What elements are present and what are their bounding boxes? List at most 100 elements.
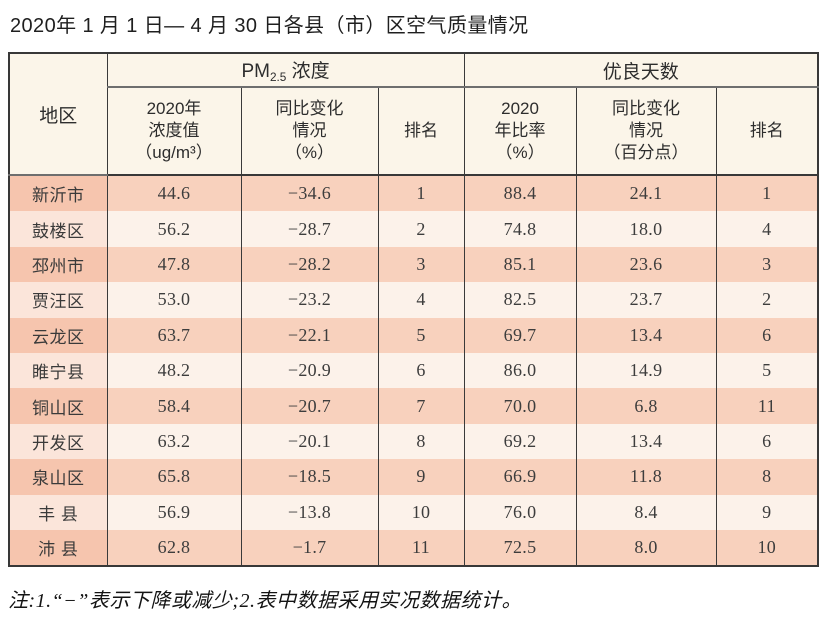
cell-good-change: 13.4 [575, 423, 717, 460]
cell-pm-value: 63.2 [106, 423, 242, 460]
cell-pm-rank: 2 [377, 211, 465, 247]
cell-good-rank: 5 [715, 352, 819, 389]
cell-good-rank: 6 [715, 423, 819, 460]
cell-good-change: 18.0 [575, 211, 717, 247]
cell-good-change: 24.1 [575, 175, 717, 212]
cell-pm-rank: 10 [377, 494, 465, 530]
table-row: 丰 县 56.9 −13.8 10 76.0 8.4 9 [8, 494, 819, 530]
cell-pm-rank: 6 [377, 352, 465, 389]
cell-pm-value: 44.6 [106, 175, 242, 212]
table-row: 沛 县 62.8 −1.7 11 72.5 8.0 10 [8, 529, 819, 567]
cell-good-rank: 9 [715, 494, 819, 530]
table-row: 新沂市 44.6 −34.6 1 88.4 24.1 1 [8, 175, 819, 212]
page-title: 2020年 1 月 1 日— 4 月 30 日各县（市）区空气质量情况 [10, 15, 529, 37]
footnote: 注:1.“−”表示下降或减少;2.表中数据采用实况数据统计。 [8, 590, 523, 613]
cell-good-change: 14.9 [575, 352, 717, 389]
cell-good-rank: 6 [715, 317, 819, 353]
col-header-pm-value: 2020年 浓度值 （ug/m³） [106, 87, 242, 176]
cell-good-change: 6.8 [575, 388, 717, 424]
group-header-good-days: 优良天数 [463, 53, 819, 88]
table-row: 邳州市 47.8 −28.2 3 85.1 23.6 3 [8, 246, 819, 283]
pm25-subscript: 2.5 [269, 71, 287, 85]
cell-good-rate: 76.0 [463, 494, 577, 530]
table-row: 泉山区 65.8 −18.5 9 66.9 11.8 8 [8, 459, 819, 495]
table-row: 云龙区 63.7 −22.1 5 69.7 13.4 6 [8, 317, 819, 353]
cell-good-rate: 70.0 [463, 388, 577, 424]
table-header: 地区 PM2.5 浓度 优良天数 2020年 浓度值 （ug/m³） 同比变化 … [8, 53, 819, 176]
cell-pm-change: −23.2 [240, 282, 379, 318]
cell-good-rank: 2 [715, 282, 819, 318]
table-row: 睢宁县 48.2 −20.9 6 86.0 14.9 5 [8, 352, 819, 389]
cell-pm-change: −22.1 [240, 317, 379, 353]
cell-pm-change: −20.9 [240, 352, 379, 389]
cell-good-rank: 8 [715, 459, 819, 495]
cell-good-rank: 4 [715, 211, 819, 247]
cell-region: 丰 县 [8, 494, 108, 530]
col-header-good-rank: 排名 [715, 87, 819, 176]
table-row: 开发区 63.2 −20.1 8 69.2 13.4 6 [8, 423, 819, 460]
cell-pm-rank: 11 [377, 529, 465, 567]
group-header-pm25: PM2.5 浓度 [106, 53, 465, 88]
col-header-good-rate: 2020 年比率 （%） [463, 87, 577, 176]
cell-good-rank: 10 [715, 529, 819, 567]
cell-good-rate: 74.8 [463, 211, 577, 247]
cell-good-rate: 82.5 [463, 282, 577, 318]
cell-good-rate: 85.1 [463, 246, 577, 283]
cell-pm-rank: 1 [377, 175, 465, 212]
cell-good-rate: 69.2 [463, 423, 577, 460]
cell-region: 开发区 [8, 423, 108, 460]
cell-pm-change: −13.8 [240, 494, 379, 530]
cell-pm-value: 63.7 [106, 317, 242, 353]
cell-pm-value: 47.8 [106, 246, 242, 283]
cell-pm-rank: 3 [377, 246, 465, 283]
cell-good-rate: 86.0 [463, 352, 577, 389]
cell-pm-value: 53.0 [106, 282, 242, 318]
cell-region: 邳州市 [8, 246, 108, 283]
cell-pm-change: −1.7 [240, 529, 379, 567]
cell-pm-change: −28.7 [240, 211, 379, 247]
cell-pm-change: −28.2 [240, 246, 379, 283]
col-header-good-change: 同比变化 情况 （百分点） [575, 87, 717, 176]
air-quality-table: 地区 PM2.5 浓度 优良天数 2020年 浓度值 （ug/m³） 同比变化 … [8, 52, 820, 568]
cell-pm-rank: 9 [377, 459, 465, 495]
cell-good-change: 13.4 [575, 317, 717, 353]
cell-good-rank: 1 [715, 175, 819, 212]
cell-region: 铜山区 [8, 388, 108, 424]
cell-pm-value: 48.2 [106, 352, 242, 389]
cell-region: 鼓楼区 [8, 211, 108, 247]
cell-good-change: 8.4 [575, 494, 717, 530]
cell-good-rate: 66.9 [463, 459, 577, 495]
pm25-label: PM2.5 浓度 [241, 60, 330, 85]
cell-good-rank: 3 [715, 246, 819, 283]
cell-good-rate: 72.5 [463, 529, 577, 567]
table-body: 新沂市 44.6 −34.6 1 88.4 24.1 1 鼓楼区 56.2 −2… [8, 175, 819, 567]
cell-region: 云龙区 [8, 317, 108, 353]
cell-pm-rank: 5 [377, 317, 465, 353]
cell-pm-value: 62.8 [106, 529, 242, 567]
cell-region: 贾汪区 [8, 282, 108, 318]
col-header-pm-change: 同比变化 情况 （%） [240, 87, 379, 176]
header-sub-row: 2020年 浓度值 （ug/m³） 同比变化 情况 （%） 排名 2020 年比… [9, 87, 819, 176]
cell-pm-value: 56.9 [106, 494, 242, 530]
cell-region: 泉山区 [8, 459, 108, 495]
table-row: 铜山区 58.4 −20.7 7 70.0 6.8 11 [8, 388, 819, 424]
cell-region: 新沂市 [8, 175, 108, 212]
cell-good-change: 23.7 [575, 282, 717, 318]
cell-region: 沛 县 [8, 529, 108, 567]
cell-pm-value: 65.8 [106, 459, 242, 495]
table-row: 贾汪区 53.0 −23.2 4 82.5 23.7 2 [8, 282, 819, 318]
cell-good-rate: 69.7 [463, 317, 577, 353]
cell-good-change: 23.6 [575, 246, 717, 283]
col-header-pm-rank: 排名 [377, 87, 465, 176]
cell-pm-rank: 8 [377, 423, 465, 460]
cell-good-rank: 11 [715, 388, 819, 424]
cell-pm-change: −20.7 [240, 388, 379, 424]
header-group-row: 地区 PM2.5 浓度 优良天数 [8, 53, 819, 176]
cell-good-rate: 88.4 [463, 175, 577, 212]
cell-pm-rank: 4 [377, 282, 465, 318]
cell-good-change: 8.0 [575, 529, 717, 567]
cell-good-change: 11.8 [575, 459, 717, 495]
cell-pm-change: −34.6 [240, 175, 379, 212]
cell-pm-value: 56.2 [106, 211, 242, 247]
